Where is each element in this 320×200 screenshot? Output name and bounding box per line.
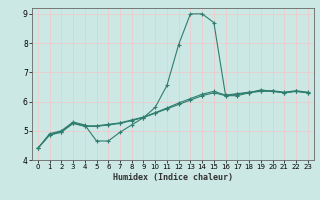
X-axis label: Humidex (Indice chaleur): Humidex (Indice chaleur) [113,173,233,182]
